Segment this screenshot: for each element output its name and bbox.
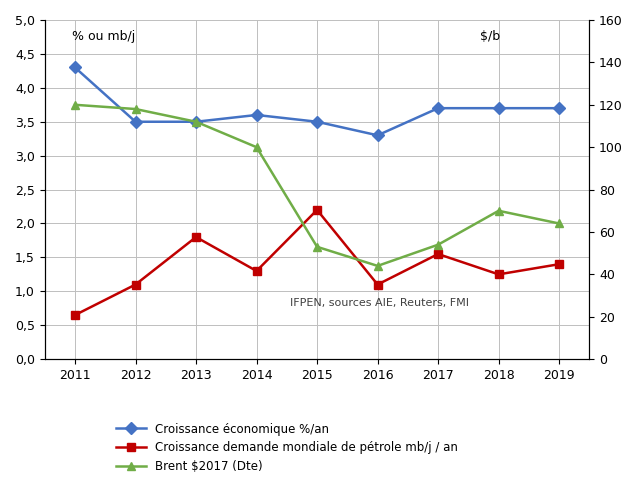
Croissance demande mondiale de pétrole mb/j / an	[192, 234, 200, 240]
Croissance économique %/an	[555, 106, 563, 111]
Brent $2017 (Dte)	[374, 263, 382, 269]
Brent $2017 (Dte)	[253, 144, 260, 150]
Croissance économique %/an	[434, 106, 442, 111]
Text: $/b: $/b	[480, 30, 501, 43]
Line: Croissance économique %/an: Croissance économique %/an	[71, 63, 563, 139]
Croissance économique %/an	[495, 106, 503, 111]
Croissance économique %/an	[253, 112, 260, 118]
Croissance demande mondiale de pétrole mb/j / an	[313, 207, 321, 213]
Croissance demande mondiale de pétrole mb/j / an	[253, 268, 260, 274]
Brent $2017 (Dte)	[434, 242, 442, 248]
Brent $2017 (Dte)	[192, 119, 200, 125]
Brent $2017 (Dte)	[71, 102, 79, 108]
Brent $2017 (Dte)	[495, 208, 503, 213]
Croissance demande mondiale de pétrole mb/j / an	[71, 312, 79, 318]
Croissance demande mondiale de pétrole mb/j / an	[434, 251, 442, 257]
Croissance demande mondiale de pétrole mb/j / an	[374, 282, 382, 287]
Croissance demande mondiale de pétrole mb/j / an	[555, 261, 563, 267]
Brent $2017 (Dte)	[555, 221, 563, 227]
Line: Brent $2017 (Dte): Brent $2017 (Dte)	[71, 101, 563, 270]
Croissance économique %/an	[374, 133, 382, 138]
Legend: Croissance économique %/an, Croissance demande mondiale de pétrole mb/j / an, Br: Croissance économique %/an, Croissance d…	[112, 418, 463, 478]
Text: % ou mb/j: % ou mb/j	[72, 30, 135, 43]
Croissance demande mondiale de pétrole mb/j / an	[495, 272, 503, 277]
Croissance économique %/an	[71, 64, 79, 70]
Text: IFPEN, sources AIE, Reuters, FMI: IFPEN, sources AIE, Reuters, FMI	[290, 298, 469, 308]
Brent $2017 (Dte)	[313, 244, 321, 250]
Croissance économique %/an	[192, 119, 200, 125]
Croissance économique %/an	[313, 119, 321, 125]
Brent $2017 (Dte)	[131, 106, 139, 112]
Croissance demande mondiale de pétrole mb/j / an	[131, 282, 139, 287]
Croissance économique %/an	[131, 119, 139, 125]
Line: Croissance demande mondiale de pétrole mb/j / an: Croissance demande mondiale de pétrole m…	[71, 206, 563, 319]
